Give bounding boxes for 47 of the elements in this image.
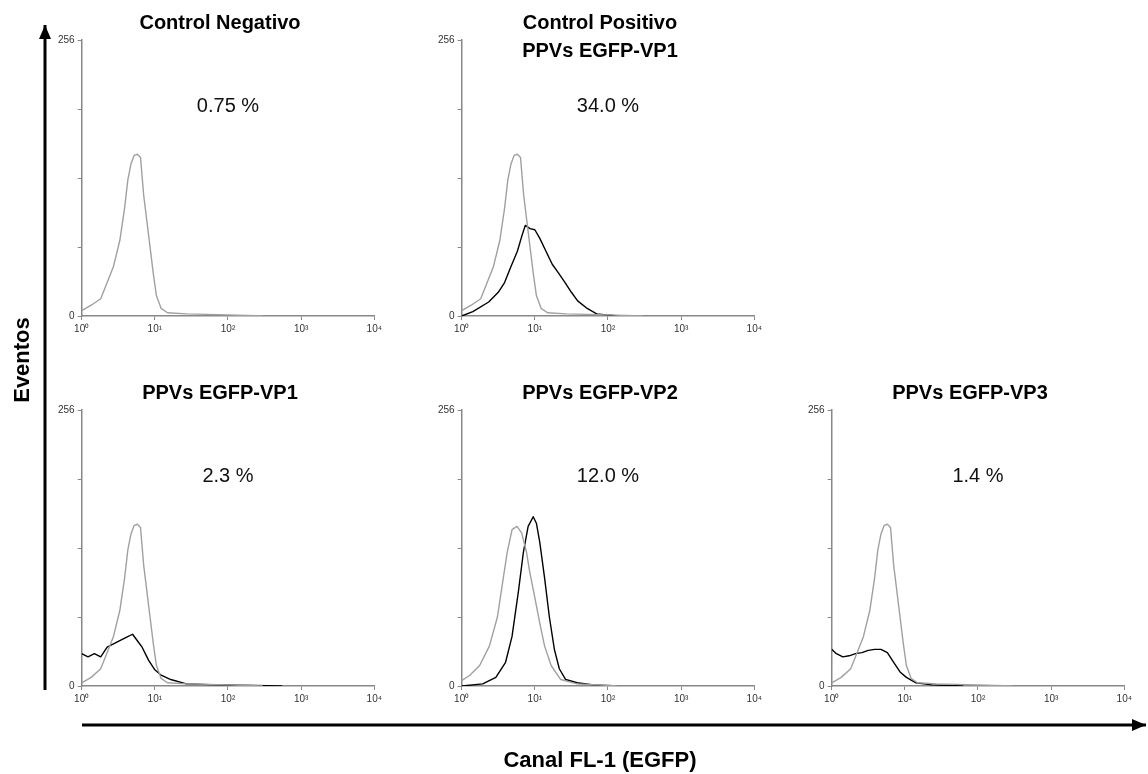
x-tick-label: 10⁰ [74, 692, 90, 704]
x-tick-label: 10³ [673, 692, 690, 704]
x-tick-label: 10¹ [147, 692, 163, 704]
x-tick-label: 10⁰ [454, 322, 470, 334]
x-tick-label: 10² [220, 322, 236, 334]
y-axis-title: Eventos [9, 317, 35, 403]
x-tick-label: 10² [970, 692, 986, 704]
annotation: 1.4 % [952, 463, 1004, 486]
y-tick-label: 0 [819, 679, 826, 691]
y-tick-label: 256 [438, 33, 456, 45]
x-tick-label: 10² [220, 692, 236, 704]
y-tick-label: 256 [438, 403, 456, 415]
y-tick-label: 0 [449, 309, 456, 321]
x-tick-label: 10⁰ [824, 692, 840, 704]
annotation: 0.75 % [196, 93, 260, 116]
x-tick-label: 10⁴ [746, 322, 762, 334]
x-tick-label: 10⁴ [366, 322, 382, 334]
annotation: 12.0 % [576, 463, 640, 486]
chart-title: Control Negativo [139, 11, 301, 33]
x-tick-label: 10¹ [527, 692, 543, 704]
x-tick-label: 10⁴ [746, 692, 762, 704]
x-tick-label: 10³ [293, 692, 310, 704]
y-tick-label: 256 [58, 403, 76, 415]
x-tick-label: 10² [600, 322, 616, 334]
x-tick-label: 10⁴ [1116, 692, 1132, 704]
x-tick-label: 10³ [673, 322, 690, 334]
x-axis-title: Canal FL-1 (EGFP) [503, 747, 697, 773]
chart-title: Control Positivo PPVs EGFP-VP1 [522, 11, 678, 61]
annotation: 2.3 % [202, 463, 254, 486]
y-tick-label: 0 [69, 679, 76, 691]
x-tick-label: 10⁴ [366, 692, 382, 704]
x-tick-label: 10¹ [897, 692, 913, 704]
x-tick-label: 10⁰ [454, 692, 470, 704]
chart-title: PPVs EGFP-VP1 [142, 381, 298, 403]
x-tick-label: 10¹ [527, 322, 543, 334]
annotation: 34.0 % [576, 93, 640, 116]
y-tick-label: 256 [58, 33, 76, 45]
x-tick-label: 10¹ [147, 322, 163, 334]
x-tick-label: 10² [600, 692, 616, 704]
x-tick-label: 10³ [1043, 692, 1060, 704]
y-tick-label: 0 [69, 309, 76, 321]
chart-title: PPVs EGFP-VP2 [522, 381, 678, 403]
chart-title: PPVs EGFP-VP3 [892, 381, 1048, 403]
y-tick-label: 256 [808, 403, 826, 415]
x-tick-label: 10³ [293, 322, 310, 334]
x-tick-label: 10⁰ [74, 322, 90, 334]
y-tick-label: 0 [449, 679, 456, 691]
